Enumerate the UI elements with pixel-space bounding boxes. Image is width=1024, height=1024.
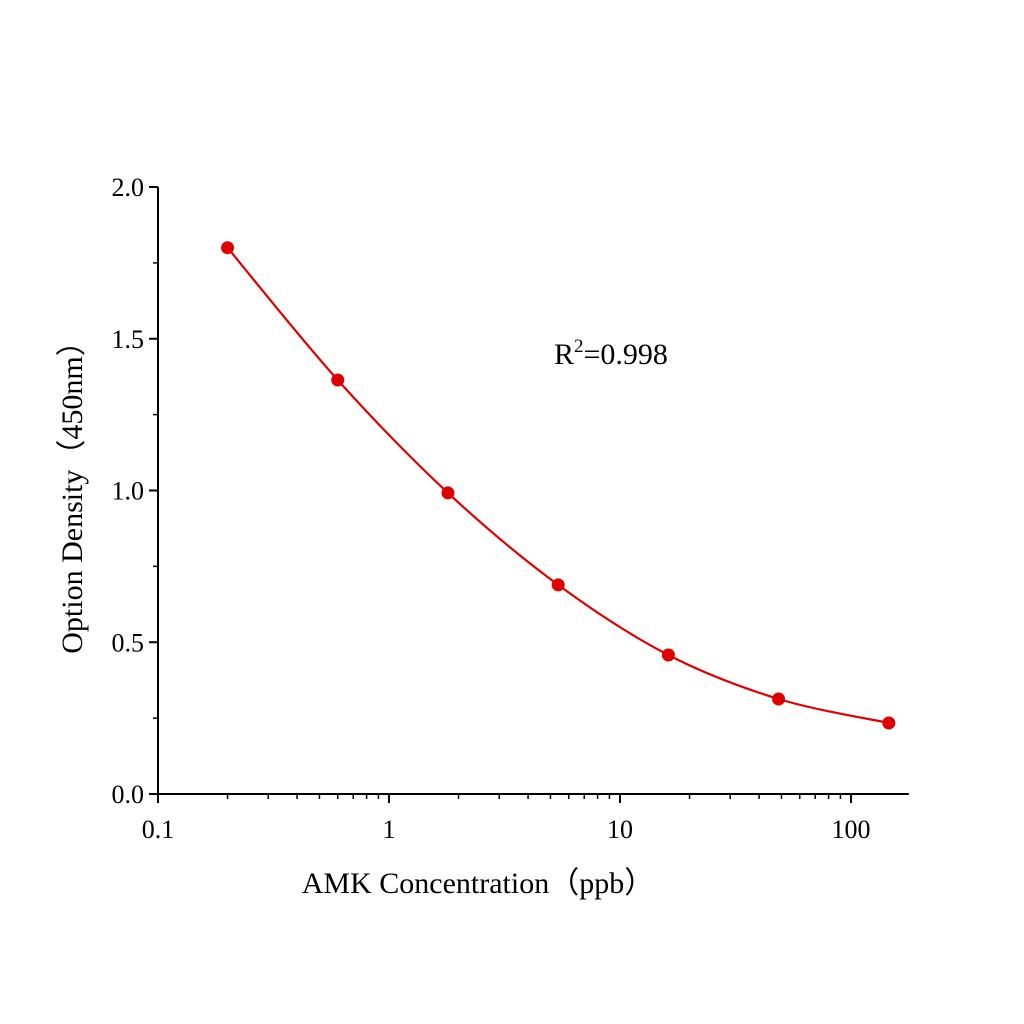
r-squared-annotation: R2=0.998 xyxy=(554,336,668,371)
data-point xyxy=(882,716,896,730)
data-point xyxy=(772,692,786,706)
y-tick-label: 0.5 xyxy=(112,628,145,657)
data-point xyxy=(661,648,675,662)
data-point xyxy=(221,241,235,255)
x-tick-label: 100 xyxy=(832,815,871,844)
data-point xyxy=(551,578,565,592)
r-squared-base: R xyxy=(554,338,574,371)
data-point xyxy=(331,373,345,387)
y-tick-label: 1.5 xyxy=(112,325,145,354)
fit-curve-group xyxy=(226,246,890,725)
data-point xyxy=(441,486,455,500)
y-tick-label: 0.0 xyxy=(112,780,145,809)
y-tick-label: 2.0 xyxy=(112,173,145,202)
r-squared-sup: 2 xyxy=(574,336,584,357)
r-squared-value: =0.998 xyxy=(584,338,668,371)
x-axis-label: AMK Concentration（ppb） xyxy=(302,867,654,900)
x-tick-label: 0.1 xyxy=(142,815,175,844)
x-tick-label: 10 xyxy=(607,815,633,844)
data-points xyxy=(221,241,896,730)
fit-curve xyxy=(226,246,890,725)
y-tick-label: 1.0 xyxy=(112,477,145,506)
ticks: 0.1 1 10 100 0.0 0.5 1.0 1.5 2.0 xyxy=(112,173,871,844)
y-axis-label: Option Density（450nm） xyxy=(56,326,89,654)
x-tick-label: 1 xyxy=(383,815,396,844)
